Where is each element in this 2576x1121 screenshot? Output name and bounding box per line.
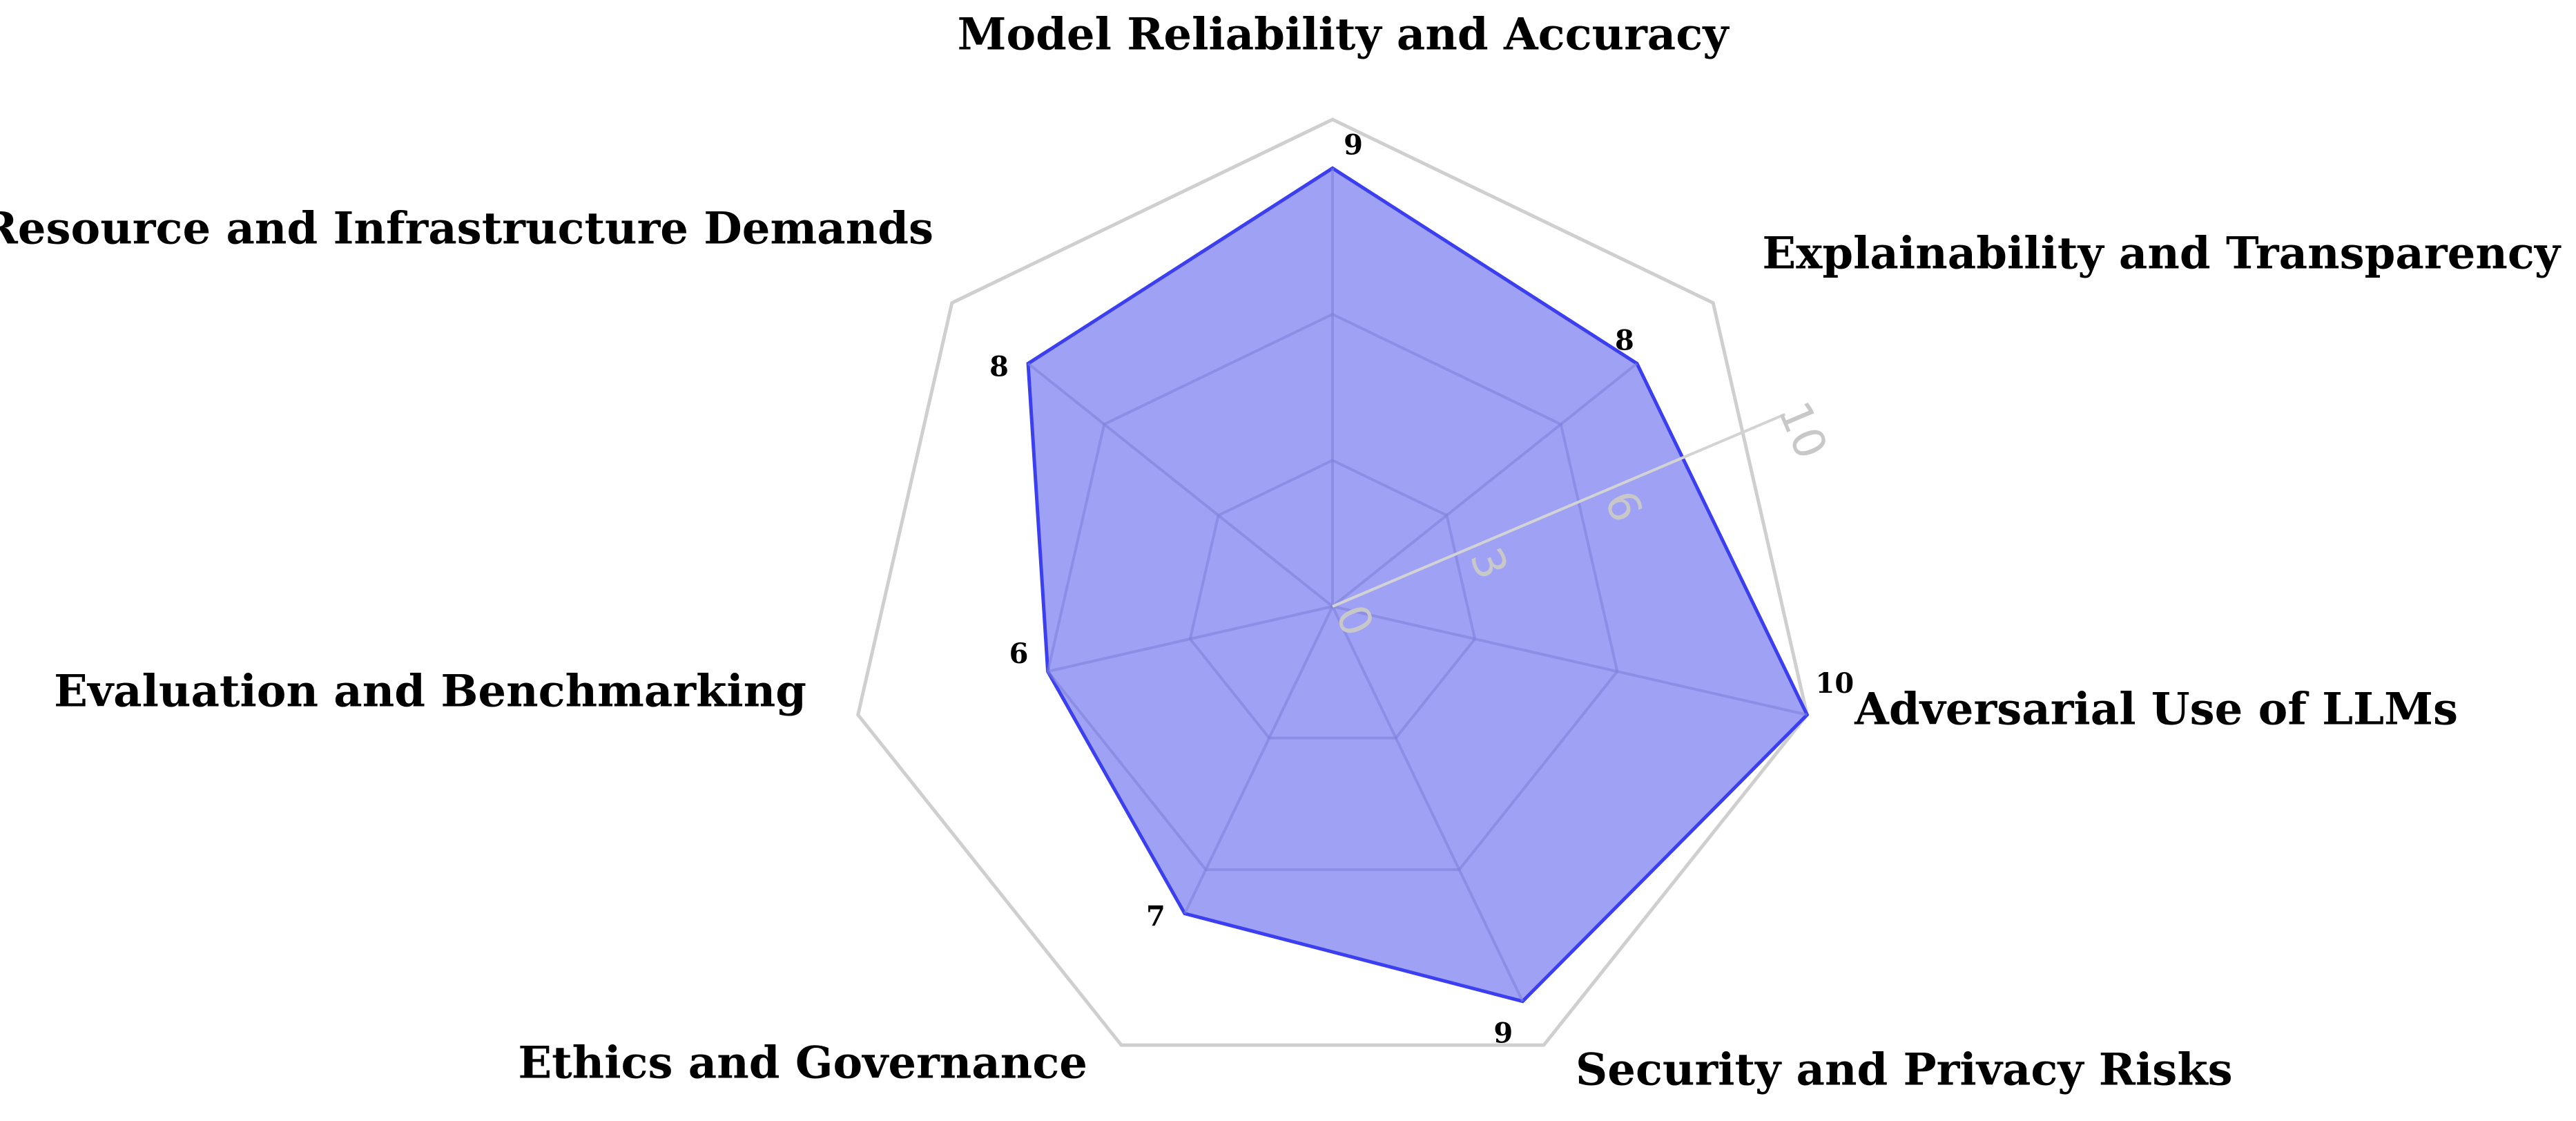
axis-label-evaluation-and-benchmarking: Evaluation and Benchmarking: [54, 666, 806, 718]
value-label-resource-and-infrastructure-demands: 8: [989, 350, 1009, 383]
spoke-adversarial-use-of-llms: [1332, 605, 1808, 716]
series-area: [1026, 166, 1810, 1004]
spoke-evaluation-and-benchmarking: [1047, 605, 1333, 673]
tick-label-10: 10: [1768, 394, 1837, 466]
axis-label-adversarial-use-of-llms: Adversarial Use of LLMs: [1854, 684, 2458, 736]
value-label-explainability-and-transparency: 8: [1615, 324, 1634, 356]
value-label-ethics-and-governance: 7: [1146, 901, 1165, 933]
axis-label-security-and-privacy-risks: Security and Privacy Risks: [1576, 1044, 2233, 1096]
value-label-evaluation-and-benchmarking: 6: [1009, 638, 1029, 670]
axis-label-ethics-and-governance: Ethics and Governance: [518, 1037, 1087, 1089]
grid-ring-6: [1046, 312, 1619, 872]
spoke-explainability-and-transparency: [1331, 362, 1638, 608]
value-label-security-and-privacy-risks: 9: [1493, 1017, 1513, 1050]
grid-ring-10: [855, 117, 1810, 1047]
tick-axis-line: [1332, 412, 1786, 608]
spoke-ethics-and-governance: [1183, 606, 1334, 914]
label-layer: 9 8 10 9 7 6 8 Model Reliability and Accuracy Ex…: [0, 9, 2562, 1096]
spoke-resource-and-infrastructure-demands: [1027, 362, 1334, 608]
axis-label-model-reliability-and-accuracy: Model Reliability and Accuracy: [958, 9, 1730, 61]
data-layer: [1026, 166, 1810, 1004]
value-label-model-reliability-and-accuracy: 9: [1344, 129, 1363, 162]
grid-ring-3: [1188, 459, 1477, 740]
spoke-security-and-privacy-risks: [1331, 606, 1524, 1002]
axis-label-resource-and-infrastructure-demands: Resource and Infrastructure Demands: [0, 203, 933, 255]
axis-label-explainability-and-transparency: Explainability and Transparency: [1762, 228, 2561, 280]
value-label-adversarial-use-of-llms: 10: [1815, 667, 1854, 700]
grid-layer: [855, 117, 1810, 1047]
